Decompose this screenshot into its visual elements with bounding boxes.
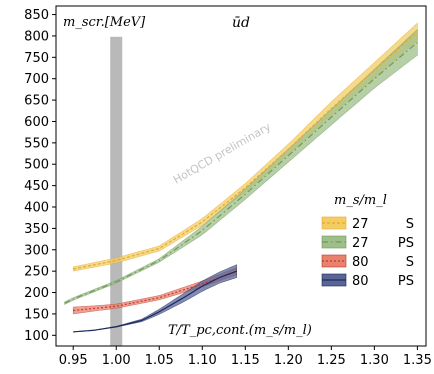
x-tick-label: 1.30 bbox=[360, 353, 389, 368]
x-axis-label: T/T_pc,cont.(m_s/m_l) bbox=[168, 323, 312, 338]
series-line-layer bbox=[64, 31, 418, 333]
series-line-ms-ml-80-ps bbox=[73, 270, 237, 333]
y-tick-label: 200 bbox=[24, 286, 49, 301]
x-tick-label: 1.10 bbox=[188, 353, 217, 368]
y-tick-label: 350 bbox=[24, 222, 49, 237]
y-tick-label: 400 bbox=[24, 201, 49, 216]
x-tick-label: 1.15 bbox=[231, 353, 260, 368]
legend-channel-label: S bbox=[406, 217, 414, 232]
y-tick-label: 850 bbox=[24, 8, 49, 23]
legend-ratio-label: 27 bbox=[352, 236, 369, 251]
y-tick-label: 150 bbox=[24, 307, 49, 322]
y-tick-label: 450 bbox=[24, 179, 49, 194]
subtitle-label: ūd bbox=[232, 15, 250, 31]
legend: m_s/m_l 27 S 27 PS 80 S 80 PS bbox=[321, 193, 414, 289]
x-tick-label: 1.20 bbox=[274, 353, 303, 368]
series-line-ms-ml-27-s bbox=[73, 31, 418, 270]
x-tick-label: 1.35 bbox=[403, 353, 432, 368]
legend-channel-label: PS bbox=[398, 236, 414, 251]
legend-ratio-label: 27 bbox=[352, 217, 369, 232]
series-line-ms-ml-27-ps bbox=[64, 41, 418, 304]
x-tick-label: 1.05 bbox=[145, 353, 174, 368]
y-axis-ticks: 100 150 200 250 300 350 400 450 500 550 600 650 700 7… bbox=[24, 8, 56, 344]
y-tick-label: 600 bbox=[24, 115, 49, 130]
pseudocritical-band-layer bbox=[110, 36, 123, 347]
y-tick-label: 500 bbox=[24, 158, 49, 173]
y-axis-label: m_scr.[MeV] bbox=[63, 15, 146, 30]
y-tick-label: 650 bbox=[24, 94, 49, 109]
x-tick-label: 0.95 bbox=[59, 353, 88, 368]
y-tick-label: 550 bbox=[24, 136, 49, 151]
series-band-ms-ml-27-ps bbox=[64, 28, 418, 306]
pseudocritical-band bbox=[110, 36, 123, 347]
legend-channel-label: S bbox=[406, 255, 414, 270]
y-tick-label: 250 bbox=[24, 265, 49, 280]
series-band-ms-ml-80-s bbox=[72, 267, 237, 315]
y-tick-label: 800 bbox=[24, 29, 49, 44]
x-axis-ticks: 0.95 1.00 1.05 1.10 1.15 1.20 1.25 1.30 1.35 bbox=[59, 346, 432, 368]
y-tick-label: 700 bbox=[24, 72, 49, 87]
y-tick-label: 100 bbox=[24, 329, 49, 344]
x-tick-label: 1.00 bbox=[102, 353, 131, 368]
y-tick-label: 750 bbox=[24, 51, 49, 66]
legend-channel-label: PS bbox=[398, 274, 414, 289]
legend-title: m_s/m_l bbox=[334, 193, 387, 208]
legend-ratio-label: 80 bbox=[352, 274, 369, 289]
legend-entries: 27 S 27 PS 80 S 80 PS bbox=[321, 216, 414, 289]
plot-frame bbox=[55, 5, 427, 347]
legend-ratio-label: 80 bbox=[352, 255, 369, 270]
x-tick-label: 1.25 bbox=[317, 353, 346, 368]
y-tick-label: 300 bbox=[24, 243, 49, 258]
series-band-ms-ml-80-ps bbox=[73, 264, 237, 333]
